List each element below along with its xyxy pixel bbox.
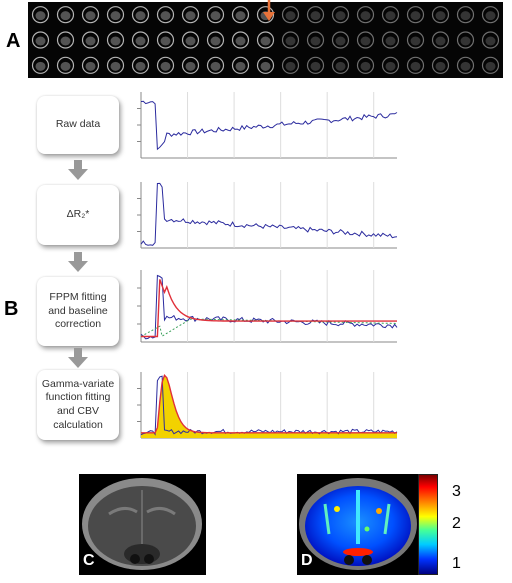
bolus-arrival-arrow-icon (263, 0, 275, 21)
mri-thumbnail (81, 56, 100, 74)
mri-thumbnail (331, 56, 350, 74)
mri-thumbnail (206, 31, 225, 49)
mri-thumbnail (281, 6, 300, 24)
mri-thumbnail (431, 56, 450, 74)
colorbar-tick: 2 (452, 515, 461, 532)
mri-thumbnail (256, 31, 275, 49)
mri-thumbnail (131, 6, 150, 24)
signal-line (140, 274, 398, 340)
mri-thumbnail (406, 56, 425, 74)
step-fppm-fitting: FPPM fitting and baseline correction (37, 277, 119, 346)
mri-thumbnail (231, 31, 250, 49)
mri-thumbnail (181, 31, 200, 49)
delta-r2-line (140, 182, 398, 246)
down-arrow-icon (68, 348, 88, 368)
mri-thumbnail (431, 6, 450, 24)
mri-thumbnail (56, 6, 75, 24)
mri-thumbnail (81, 6, 100, 24)
gamma-variate-plot (137, 372, 398, 439)
panel-d-label: D (301, 552, 313, 569)
mri-thumbnail (481, 31, 500, 49)
panel-a-label: A (6, 30, 21, 52)
mri-thumbnail (306, 6, 325, 24)
mri-thumbnail (156, 56, 175, 74)
mri-thumbnail (331, 31, 350, 49)
mri-thumbnail (456, 6, 475, 24)
mri-thumbnail (306, 31, 325, 49)
mri-thumbnail (356, 56, 375, 74)
mri-thumbnail (206, 56, 225, 74)
colorbar-tick: 3 (452, 483, 461, 500)
raw-signal-line (140, 100, 398, 151)
mri-thumbnail (106, 6, 125, 24)
mri-thumbnail (231, 6, 250, 24)
step-label: Raw data (55, 118, 101, 131)
baseline-fit-line (140, 318, 398, 337)
delta-r2-plot (137, 182, 398, 249)
step-delta-r2: ΔR₂* (37, 185, 119, 245)
mri-thumbnail (181, 56, 200, 74)
mri-thumbnail (381, 56, 400, 74)
step-gamma-variate-fitting: Gamma-variate function fitting and CBV c… (37, 370, 119, 440)
fppm-fit-line (141, 279, 397, 338)
mri-thumbnail (406, 6, 425, 24)
cbv-colorbar (418, 474, 438, 575)
cbv-area (141, 375, 397, 438)
mri-thumbnail (481, 56, 500, 74)
mri-thumbnail (106, 56, 125, 74)
mri-thumbnail (31, 31, 50, 49)
mri-thumbnail (156, 31, 175, 49)
mri-thumbnail (81, 31, 100, 49)
cbv-map-image (297, 474, 420, 575)
step-label: ΔR₂* (66, 208, 90, 221)
mri-thumbnail (256, 56, 275, 74)
step-raw-data: Raw data (37, 96, 119, 154)
mri-thumbnail (381, 6, 400, 24)
mri-thumbnail (231, 56, 250, 74)
mri-thumbnail (131, 56, 150, 74)
step-label: FPPM fitting and baseline correction (48, 291, 108, 331)
mri-thumbnail (31, 56, 50, 74)
raw-signal-plot (137, 92, 398, 159)
mri-thumbnail (456, 31, 475, 49)
step-label: Gamma-variate function fitting and CBV c… (41, 377, 115, 431)
fppm-fit-plot (137, 270, 398, 343)
mri-thumbnail (356, 31, 375, 49)
mri-thumbnail (406, 31, 425, 49)
mri-thumbnail (206, 6, 225, 24)
mri-thumbnail (106, 31, 125, 49)
mri-thumbnail (481, 6, 500, 24)
mri-thumbnail (381, 31, 400, 49)
mri-thumbnail (156, 6, 175, 24)
mri-thumbnail (281, 56, 300, 74)
mri-thumbnail (281, 31, 300, 49)
mri-thumbnail (56, 31, 75, 49)
down-arrow-icon (68, 160, 88, 180)
mri-thumbnail (131, 31, 150, 49)
mri-thumbnail (306, 56, 325, 74)
mri-thumbnail (431, 31, 450, 49)
colorbar-tick: 1 (452, 555, 461, 572)
panel-b-label: B (4, 298, 19, 320)
mri-thumbnail (331, 6, 350, 24)
mri-thumbnail (31, 6, 50, 24)
panel-c-label: C (83, 552, 95, 569)
mri-thumbnail (456, 56, 475, 74)
mri-thumbnail (356, 6, 375, 24)
mri-thumbnail (181, 6, 200, 24)
gamma-fit-line (141, 373, 397, 434)
mri-thumbnail (56, 56, 75, 74)
down-arrow-icon (68, 252, 88, 272)
anatomical-brain-image (79, 474, 206, 575)
